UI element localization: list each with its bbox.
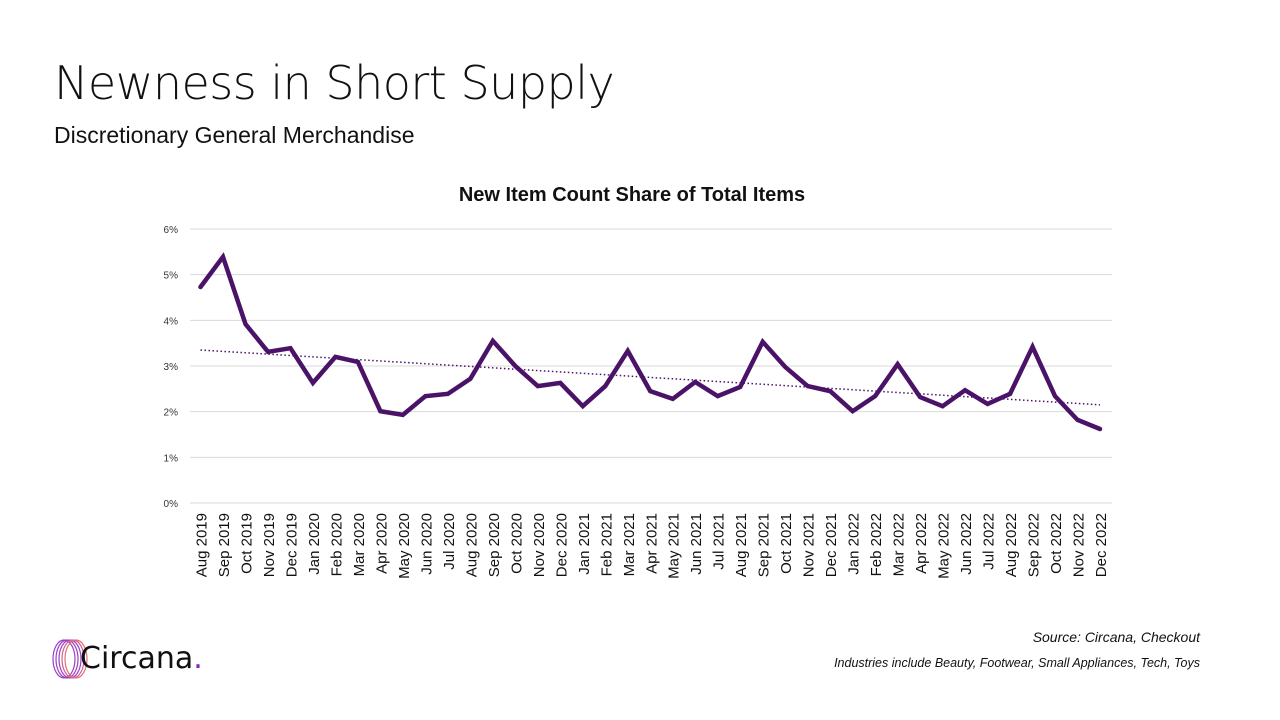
x-tick-label: Sep 2019 (216, 513, 233, 577)
x-tick-label: Aug 2019 (194, 513, 211, 577)
x-tick-label: Jul 2020 (441, 513, 458, 570)
x-tick-label: Aug 2022 (1003, 513, 1020, 577)
y-tick-label: 4% (164, 316, 179, 327)
x-tick-label: Jun 2022 (958, 513, 975, 575)
x-tick-label: Jan 2021 (576, 513, 593, 575)
source-note: Source: Circana, Checkout (1032, 629, 1200, 645)
x-tick-label: Feb 2020 (328, 513, 345, 576)
x-tick-label: Oct 2019 (238, 513, 255, 574)
circana-logo: Circana. (50, 638, 210, 680)
y-tick-label: 0% (164, 499, 179, 510)
x-tick-label: Jul 2022 (981, 513, 998, 570)
series-line (198, 252, 1103, 432)
logo-text: Circana (80, 641, 194, 676)
y-tick-label: 5% (164, 271, 179, 282)
x-tick-label: Jan 2022 (846, 513, 863, 575)
x-tick-label: Dec 2019 (283, 513, 300, 577)
x-tick-label: Oct 2020 (508, 513, 525, 574)
x-tick-label: Nov 2021 (801, 513, 818, 577)
x-tick-label: May 2021 (666, 513, 683, 579)
logo-dot: . (193, 641, 203, 676)
page-title: Newness in Short Supply (54, 56, 615, 110)
y-tick-label: 6% (164, 225, 179, 236)
x-tick-label: May 2020 (396, 513, 413, 579)
x-tick-label: Oct 2022 (1048, 513, 1065, 574)
x-tick-label: Aug 2021 (733, 513, 750, 577)
x-tick-label: Jul 2021 (711, 513, 728, 570)
x-tick-label: Jan 2020 (306, 513, 323, 575)
x-tick-label: Nov 2022 (1071, 513, 1088, 577)
circana-rings-icon (52, 639, 88, 679)
x-tick-label: Dec 2021 (823, 513, 840, 577)
x-tick-label: Dec 2020 (553, 513, 570, 577)
x-tick-label: Apr 2020 (373, 513, 390, 574)
x-tick-label: Nov 2020 (531, 513, 548, 577)
x-tick-label: Sep 2021 (756, 513, 773, 577)
x-tick-label: Feb 2022 (868, 513, 885, 576)
x-tick-label: Dec 2022 (1093, 513, 1110, 577)
y-tick-label: 3% (164, 362, 179, 373)
y-tick-label: 1% (164, 453, 179, 464)
page-subtitle: Discretionary General Merchandise (54, 122, 415, 148)
x-tick-label: May 2022 (936, 513, 953, 579)
x-tick-label: Feb 2021 (598, 513, 615, 576)
x-tick-label: Mar 2021 (621, 513, 638, 576)
x-tick-label: Mar 2022 (891, 513, 908, 576)
x-tick-label: Apr 2021 (643, 513, 660, 574)
x-tick-label: Sep 2022 (1026, 513, 1043, 577)
x-tick-label: Aug 2020 (463, 513, 480, 577)
y-tick-label: 2% (164, 408, 179, 419)
x-tick-label: Apr 2022 (913, 513, 930, 574)
x-tick-label: Sep 2020 (486, 513, 503, 577)
industries-note: Industries include Beauty, Footwear, Sma… (834, 656, 1200, 670)
chart-title: New Item Count Share of Total Items (458, 184, 806, 206)
x-tick-label: Jun 2021 (688, 513, 705, 575)
x-tick-label: Mar 2020 (351, 513, 368, 576)
x-tick-label: Nov 2019 (261, 513, 278, 577)
x-tick-label: Oct 2021 (778, 513, 795, 574)
x-tick-label: Jun 2020 (418, 513, 435, 575)
